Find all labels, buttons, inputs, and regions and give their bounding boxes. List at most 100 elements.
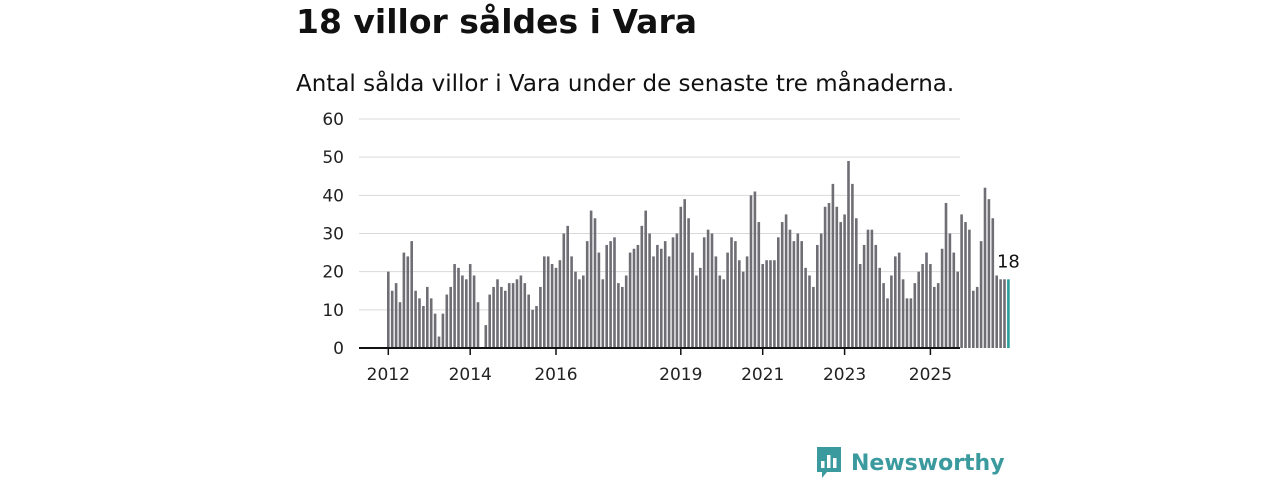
bar bbox=[656, 244, 659, 348]
bar bbox=[461, 275, 464, 348]
bar bbox=[960, 214, 963, 348]
x-tick-label: 2019 bbox=[659, 365, 702, 385]
x-tick-label: 2023 bbox=[823, 365, 866, 385]
bar bbox=[843, 214, 846, 348]
bar bbox=[593, 218, 597, 348]
bar bbox=[675, 233, 679, 348]
bar bbox=[539, 286, 542, 348]
bar bbox=[570, 256, 573, 348]
bar bbox=[917, 271, 920, 348]
bar bbox=[523, 283, 527, 348]
bar bbox=[901, 279, 905, 348]
bar bbox=[550, 264, 554, 348]
bar bbox=[894, 256, 897, 348]
newsworthy-logo-icon bbox=[817, 447, 841, 478]
bar bbox=[605, 244, 608, 348]
bar bbox=[995, 275, 998, 348]
bar bbox=[640, 225, 644, 348]
bar bbox=[734, 241, 737, 348]
bar bbox=[784, 214, 788, 348]
bar bbox=[870, 229, 874, 348]
bar bbox=[866, 229, 870, 348]
bar bbox=[500, 286, 503, 348]
bar bbox=[535, 306, 538, 348]
bar bbox=[562, 233, 566, 348]
bar bbox=[628, 252, 632, 348]
bar bbox=[948, 233, 952, 348]
bar bbox=[851, 183, 854, 348]
bar bbox=[749, 195, 753, 348]
bar bbox=[468, 264, 472, 348]
bar bbox=[738, 260, 741, 348]
bar bbox=[839, 222, 842, 348]
bar bbox=[913, 283, 917, 348]
bar bbox=[808, 275, 811, 348]
y-tick-label: 30 bbox=[322, 225, 344, 245]
bar bbox=[855, 218, 858, 348]
x-tick-label: 2025 bbox=[909, 365, 952, 385]
bar bbox=[433, 313, 437, 348]
bar bbox=[597, 252, 601, 348]
bar bbox=[449, 286, 452, 348]
bar bbox=[925, 252, 928, 348]
bar bbox=[418, 298, 421, 348]
bar bbox=[429, 298, 433, 348]
bar bbox=[496, 279, 499, 348]
bar bbox=[621, 286, 624, 348]
bar bbox=[886, 298, 889, 348]
y-tick-label: 10 bbox=[322, 301, 344, 321]
x-axis-ticks: 2012 2014 2016 2019 2021 2023 2025 bbox=[367, 348, 952, 385]
y-axis-tick-labels: 0 10 20 30 40 50 60 bbox=[322, 110, 344, 359]
bar bbox=[457, 267, 460, 348]
bar bbox=[585, 241, 589, 348]
bar bbox=[858, 264, 862, 348]
bar bbox=[835, 206, 839, 348]
bar bbox=[671, 237, 675, 348]
bar bbox=[816, 244, 819, 348]
y-tick-label: 50 bbox=[322, 148, 344, 168]
bar bbox=[831, 183, 835, 348]
brand-name: Newsworthy bbox=[851, 450, 1005, 476]
bar bbox=[788, 229, 792, 348]
bar bbox=[714, 256, 718, 348]
bar bbox=[819, 233, 823, 348]
bar bbox=[566, 225, 569, 348]
y-tick-label: 0 bbox=[333, 339, 344, 359]
bar bbox=[975, 286, 979, 348]
bar bbox=[812, 286, 815, 348]
bar bbox=[437, 336, 441, 348]
bar bbox=[484, 325, 488, 348]
bar bbox=[582, 275, 585, 348]
bar bbox=[402, 252, 406, 348]
bar bbox=[632, 248, 636, 348]
bar bbox=[543, 256, 546, 348]
bar bbox=[983, 187, 987, 348]
bar bbox=[663, 241, 667, 348]
bar bbox=[465, 279, 468, 348]
bar bbox=[589, 210, 593, 348]
bar bbox=[687, 218, 690, 348]
bar bbox=[964, 222, 967, 348]
bar bbox=[862, 244, 866, 348]
bar bbox=[636, 244, 640, 348]
bar bbox=[823, 206, 827, 348]
bar bbox=[710, 233, 714, 348]
bar bbox=[414, 290, 417, 348]
bar bbox=[1003, 279, 1006, 348]
bar bbox=[558, 260, 562, 348]
bar bbox=[890, 275, 893, 348]
bar bbox=[515, 279, 519, 348]
bar bbox=[968, 229, 971, 348]
bar bbox=[753, 191, 757, 348]
bar bbox=[706, 229, 710, 348]
bar bbox=[578, 279, 581, 348]
bar bbox=[699, 267, 702, 348]
newsworthy-logo[interactable]: Newsworthy bbox=[815, 446, 1005, 480]
bar bbox=[422, 306, 425, 348]
gridlines bbox=[359, 118, 960, 311]
bar bbox=[609, 241, 612, 348]
bar bbox=[531, 309, 534, 348]
bar bbox=[410, 241, 413, 348]
bar bbox=[617, 283, 620, 348]
